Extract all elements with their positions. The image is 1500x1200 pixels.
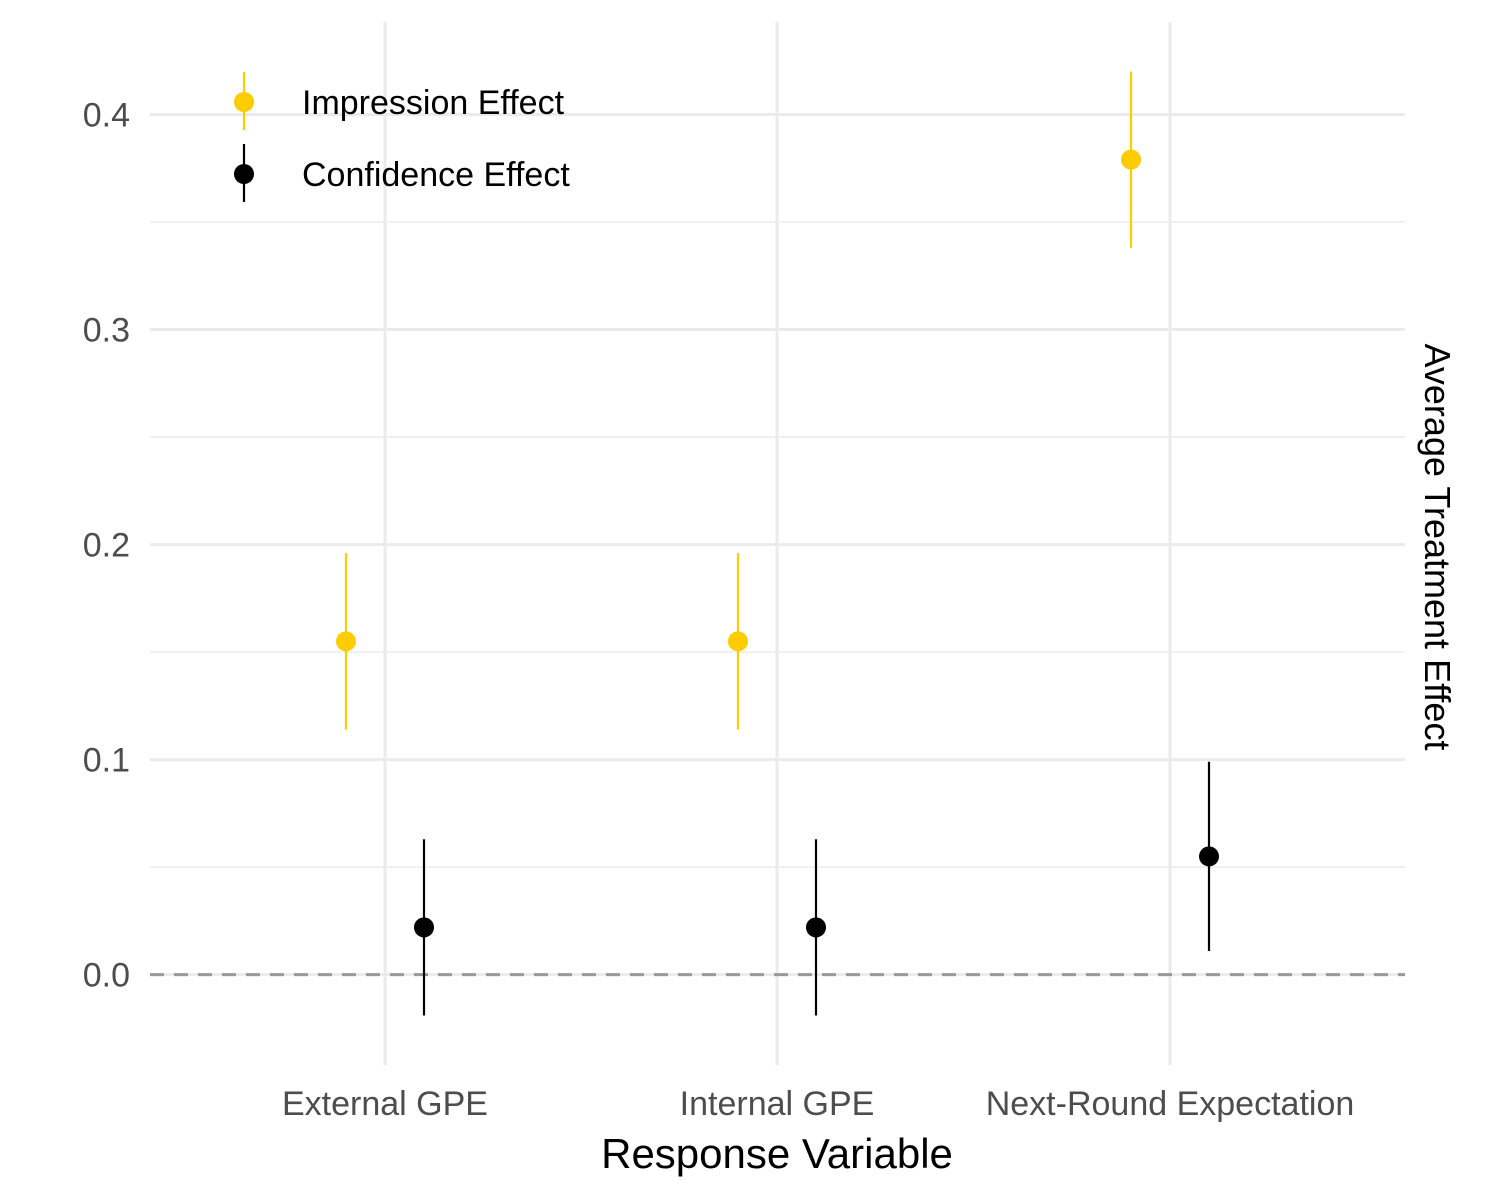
y-axis-title: Average Treatment Effect — [1417, 344, 1458, 751]
y-tick-label: 0.0 — [83, 957, 130, 995]
data-point — [806, 917, 826, 938]
data-point — [728, 631, 748, 652]
y-tick-label: 0.4 — [83, 96, 130, 134]
x-tick-label: External GPE — [282, 1085, 488, 1123]
legend-label: Impression Effect — [302, 84, 565, 122]
x-axis-title: Response Variable — [601, 1130, 953, 1177]
series-confidence-effect — [414, 761, 1219, 1016]
data-point — [1199, 846, 1219, 867]
data-point — [336, 631, 356, 652]
series-impression-effect — [336, 71, 1141, 730]
y-tick-label: 0.3 — [83, 312, 130, 350]
data-marks — [336, 71, 1219, 1016]
data-point — [1121, 149, 1141, 170]
x-axis-ticks: External GPE Internal GPE Next-Round Expec… — [282, 1085, 1354, 1123]
x-tick-label: Internal GPE — [680, 1085, 875, 1123]
y-axis-ticks: 0.0 0.1 0.2 0.3 0.4 — [83, 96, 130, 994]
legend-key-point — [234, 164, 254, 184]
y-tick-label: 0.1 — [83, 742, 130, 780]
y-tick-label: 0.2 — [83, 527, 130, 565]
legend-key-point — [234, 92, 254, 112]
legend-item: Impression Effect — [234, 72, 565, 130]
x-tick-label: Next-Round Expectation — [986, 1085, 1355, 1123]
legend-label: Confidence Effect — [302, 156, 570, 194]
legend-item: Confidence Effect — [234, 144, 570, 202]
legend: Impression Effect Confidence Effect — [234, 72, 570, 202]
data-point — [414, 917, 434, 938]
